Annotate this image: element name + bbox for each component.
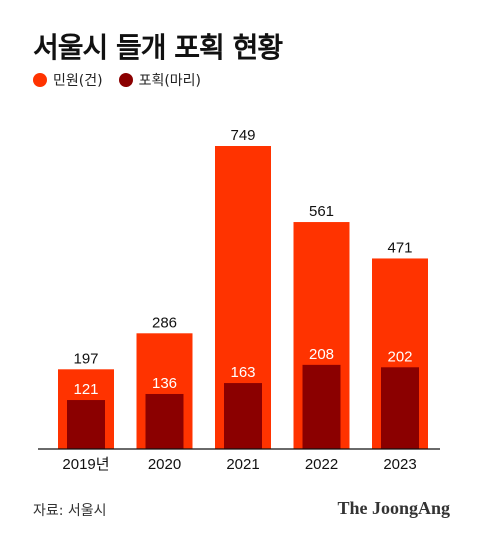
bar-captures xyxy=(302,364,341,449)
data-label-complaints: 749 xyxy=(230,127,255,144)
legend-item-captures: 포획(마리) xyxy=(118,70,202,90)
x-tick-label: 2023 xyxy=(383,456,416,473)
data-label-complaints: 197 xyxy=(73,350,98,367)
legend-swatch-captures xyxy=(118,73,133,87)
bar-captures xyxy=(224,383,262,449)
x-tick-label: 2020 xyxy=(148,456,181,473)
bar-captures xyxy=(145,393,184,449)
data-label-captures: 202 xyxy=(387,348,412,365)
data-label-captures: 136 xyxy=(152,375,177,392)
data-label-captures: 121 xyxy=(73,381,98,398)
chart-title: 서울시 들개 포획 현황 xyxy=(33,31,283,64)
data-label-complaints: 286 xyxy=(152,314,177,331)
brand-logo: The JoongAng xyxy=(337,498,450,518)
legend-label-captures: 포획(마리) xyxy=(138,73,202,89)
source-note: 자료: 서울시 xyxy=(33,503,107,519)
x-tick-label: 2022 xyxy=(305,456,338,473)
legend-swatch-complaints xyxy=(33,73,47,87)
x-tick-label: 2019년 xyxy=(62,456,109,473)
legend-label-complaints: 민원(건) xyxy=(53,73,103,89)
data-label-captures: 208 xyxy=(309,346,334,363)
data-label-complaints: 471 xyxy=(387,239,412,256)
bar-captures xyxy=(381,367,419,449)
data-label-complaints: 561 xyxy=(309,203,334,220)
legend-item-complaints: 민원(건) xyxy=(33,70,103,90)
data-label-captures: 163 xyxy=(230,364,255,381)
legend: 민원(건) 포획(마리) xyxy=(33,70,211,90)
x-tick-label: 2021 xyxy=(226,456,259,473)
bar-captures xyxy=(67,400,105,449)
